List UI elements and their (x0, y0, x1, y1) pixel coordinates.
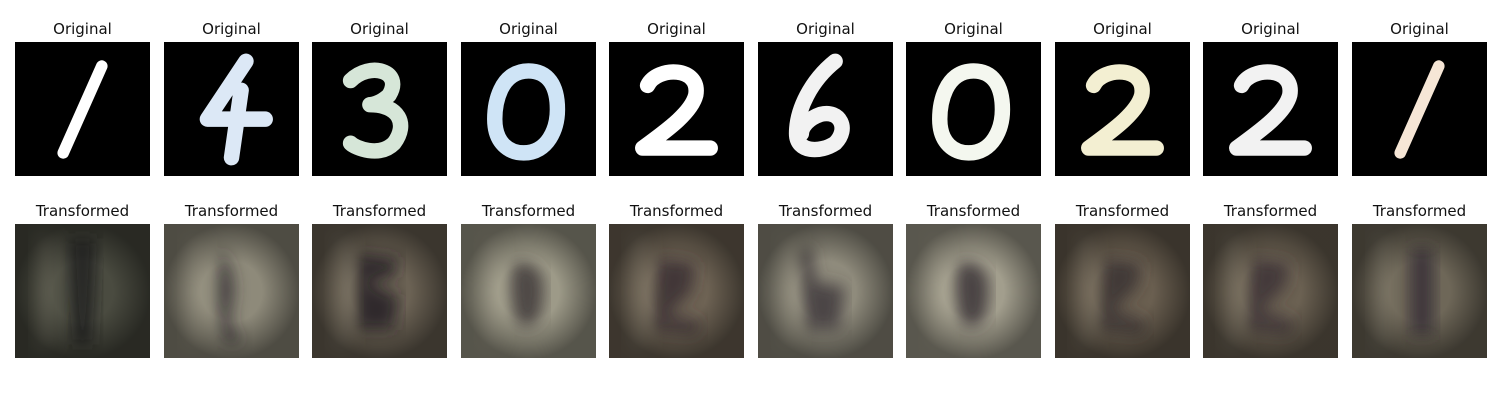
transformed-title: Transformed (1372, 202, 1467, 220)
transformed-image (1203, 224, 1338, 358)
transformed-title: Transformed (629, 202, 724, 220)
original-image (1055, 42, 1190, 176)
original-title: Original (1241, 20, 1300, 38)
original-image (312, 42, 447, 176)
transformed-image (1352, 224, 1487, 358)
digit-stroke (342, 62, 409, 159)
vignette (1352, 224, 1487, 358)
original-image (164, 42, 299, 176)
digit-stroke (487, 63, 566, 161)
original-image (15, 42, 150, 176)
original-image (1203, 42, 1338, 176)
transformed-title: Transformed (1223, 202, 1318, 220)
vignette (609, 224, 744, 358)
vignette (906, 224, 1041, 358)
vignette (461, 224, 596, 358)
transformed-image (609, 224, 744, 358)
original-title: Original (1390, 20, 1449, 38)
vignette (1203, 224, 1338, 358)
original-title: Original (202, 20, 261, 38)
original-image (609, 42, 744, 176)
transformed-image (461, 224, 596, 358)
transformed-image (758, 224, 893, 358)
digit-stroke (1394, 60, 1445, 159)
transformed-title: Transformed (1075, 202, 1170, 220)
digit-stroke (57, 60, 108, 159)
transformed-title: Transformed (481, 202, 576, 220)
transformed-image (312, 224, 447, 358)
digit-stroke (635, 64, 718, 156)
original-title: Original (796, 20, 855, 38)
original-image (1352, 42, 1487, 176)
transformed-title: Transformed (184, 202, 279, 220)
transformed-title: Transformed (332, 202, 427, 220)
transformed-title: Transformed (926, 202, 1021, 220)
digit-stroke (1081, 64, 1164, 156)
vignette (164, 224, 299, 358)
transformed-title: Transformed (778, 202, 873, 220)
original-image (906, 42, 1041, 176)
original-title: Original (53, 20, 112, 38)
vignette (758, 224, 893, 358)
original-title: Original (1093, 20, 1152, 38)
original-title: Original (499, 20, 558, 38)
original-title: Original (647, 20, 706, 38)
transformed-image (1055, 224, 1190, 358)
transformed-image (906, 224, 1041, 358)
original-title: Original (944, 20, 1003, 38)
transformed-image (164, 224, 299, 358)
original-image (758, 42, 893, 176)
digit-stroke (199, 53, 273, 166)
transformed-title: Transformed (35, 202, 130, 220)
vignette (312, 224, 447, 358)
digit-stroke (788, 53, 850, 158)
transformed-image (15, 224, 150, 358)
vignette (1055, 224, 1190, 358)
original-title: Original (350, 20, 409, 38)
original-image (461, 42, 596, 176)
vignette (15, 224, 150, 358)
digit-stroke (1229, 64, 1312, 156)
digit-stroke (932, 63, 1011, 161)
